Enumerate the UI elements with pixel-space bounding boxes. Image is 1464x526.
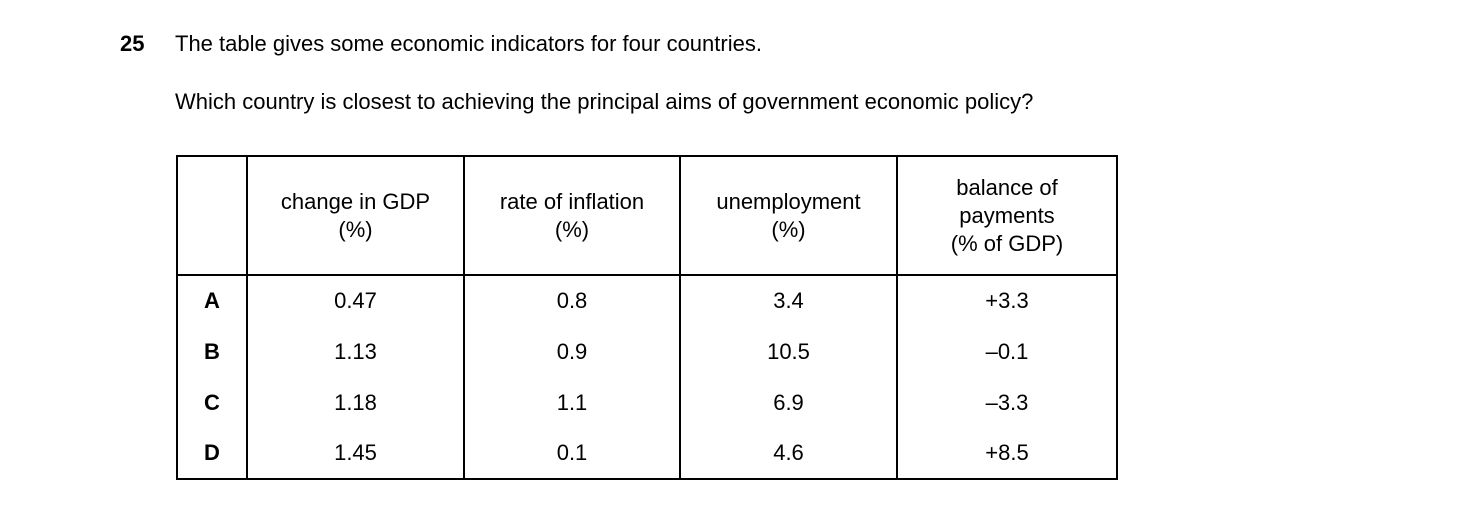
cell-a-gdp: 0.47: [246, 275, 465, 326]
cell-d-gdp: 1.45: [246, 428, 465, 479]
row-label-a: A: [176, 275, 248, 326]
cell-c-balance: –3.3: [896, 377, 1118, 428]
table-row: C 1.18 1.1 6.9 –3.3: [176, 377, 1118, 428]
cell-c-inflation: 1.1: [463, 377, 681, 428]
row-label-d: D: [176, 428, 248, 479]
cell-a-inflation: 0.8: [463, 275, 681, 326]
cell-b-balance: –0.1: [896, 326, 1118, 377]
row-label-b: B: [176, 326, 248, 377]
table-header-row: change in GDP (%) rate of inflation (%) …: [176, 156, 1118, 276]
cell-d-unemployment: 4.6: [679, 428, 898, 479]
table-row: A 0.47 0.8 3.4 +3.3: [176, 275, 1118, 326]
question-prompt-text: Which country is closest to achieving th…: [175, 89, 1034, 114]
header-change-in-gdp: change in GDP (%): [246, 156, 465, 276]
row-label-c: C: [176, 377, 248, 428]
cell-d-balance: +8.5: [896, 428, 1118, 479]
question-intro-line: 25 The table gives some economic indicato…: [120, 31, 762, 57]
table-row: D 1.45 0.1 4.6 +8.5: [176, 428, 1118, 479]
question-prompt-line: Which country is closest to achieving th…: [175, 89, 1033, 115]
question-intro-text: The table gives some economic indicators…: [175, 31, 762, 56]
cell-a-balance: +3.3: [896, 275, 1118, 326]
cell-c-unemployment: 6.9: [679, 377, 898, 428]
economic-indicators-table: change in GDP (%) rate of inflation (%) …: [176, 155, 1118, 480]
header-unemployment: unemployment (%): [679, 156, 898, 276]
cell-c-gdp: 1.18: [246, 377, 465, 428]
cell-b-unemployment: 10.5: [679, 326, 898, 377]
cell-b-inflation: 0.9: [463, 326, 681, 377]
cell-b-gdp: 1.13: [246, 326, 465, 377]
header-balance-of-payments: balance of payments (% of GDP): [896, 156, 1118, 276]
header-rate-of-inflation: rate of inflation (%): [463, 156, 681, 276]
cell-a-unemployment: 3.4: [679, 275, 898, 326]
table-row: B 1.13 0.9 10.5 –0.1: [176, 326, 1118, 377]
header-blank: [176, 156, 248, 276]
question-number: 25: [120, 31, 145, 56]
cell-d-inflation: 0.1: [463, 428, 681, 479]
